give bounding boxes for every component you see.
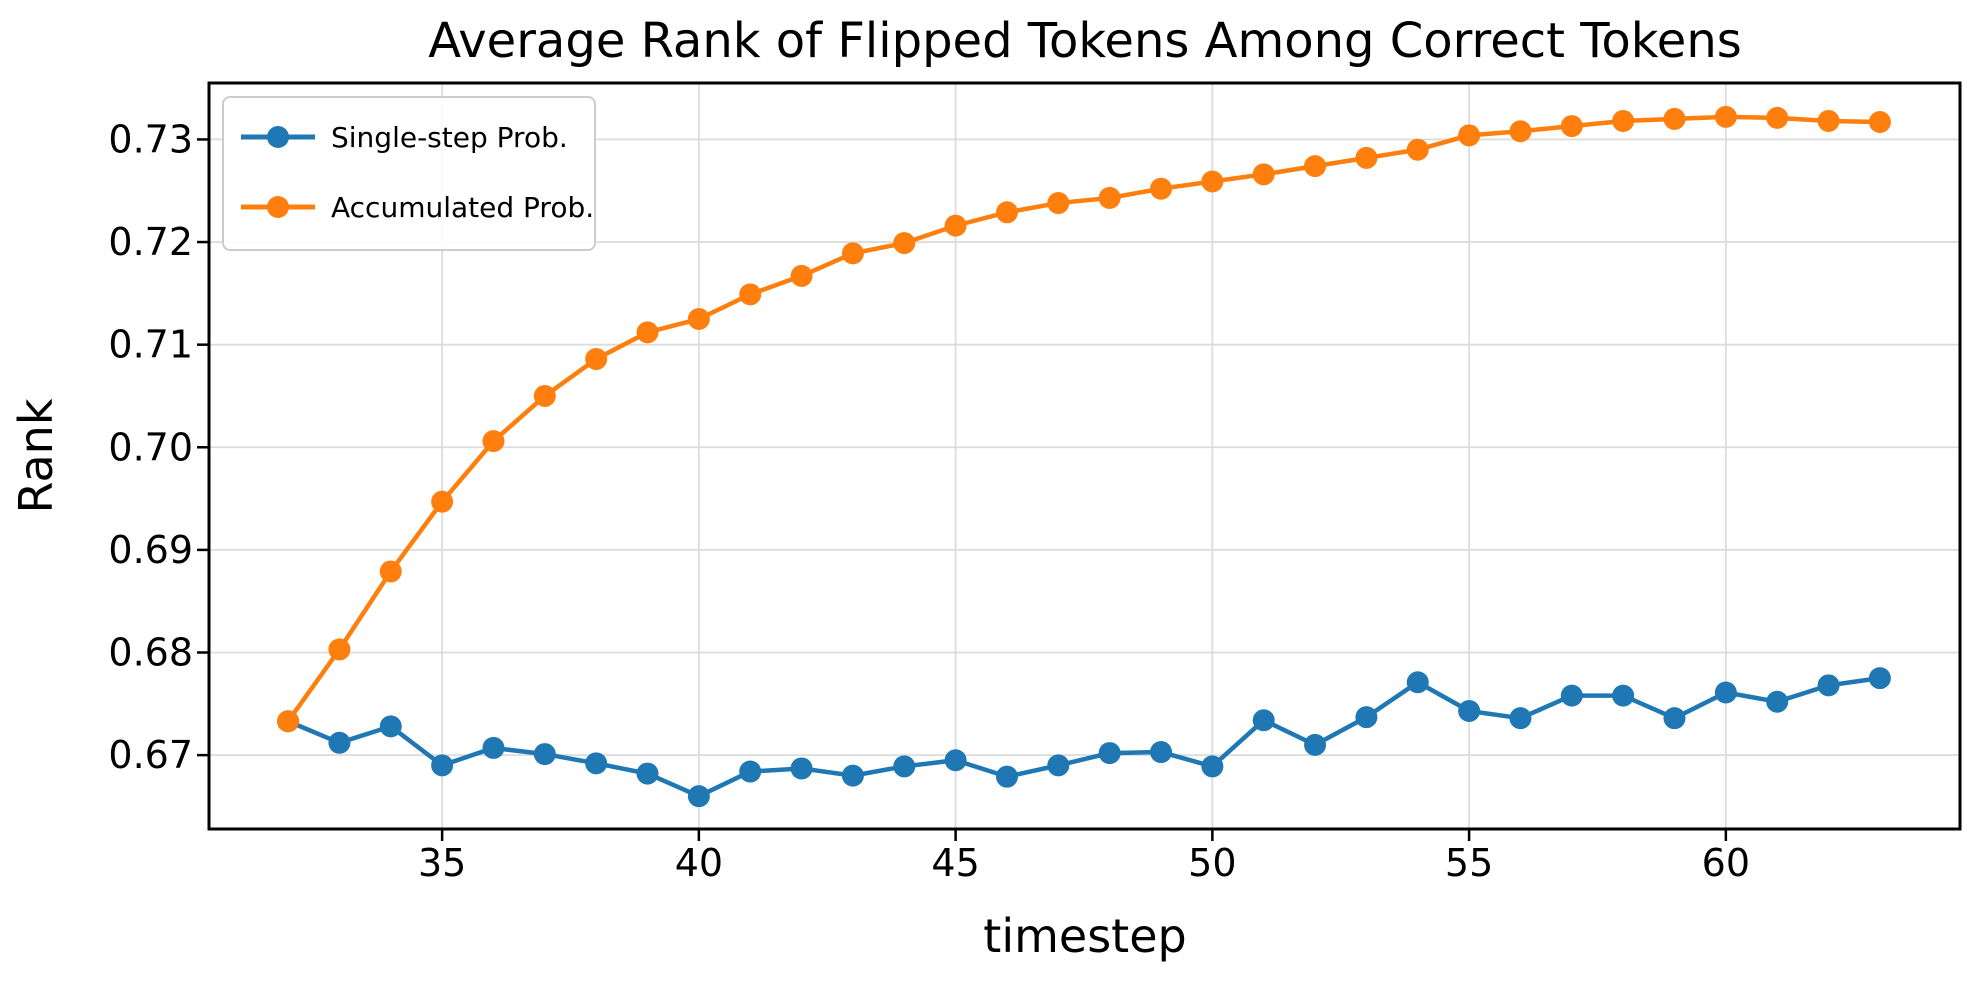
data-point-marker: [1304, 155, 1327, 178]
data-point-marker: [1560, 684, 1583, 707]
data-point-marker: [790, 264, 813, 287]
x-tick-label: 35: [418, 841, 466, 885]
x-tick-label: 40: [675, 841, 723, 885]
y-tick-label: 0.70: [108, 425, 193, 469]
data-point-marker: [841, 242, 864, 265]
data-point-marker: [1458, 124, 1481, 147]
data-point-marker: [1509, 120, 1532, 143]
data-point-marker: [1714, 105, 1737, 128]
series-single-step-prob-: [277, 667, 1891, 808]
data-point-marker: [995, 765, 1018, 788]
data-point-marker: [841, 764, 864, 787]
plot-border: [207, 81, 1962, 831]
data-point-marker: [893, 755, 916, 778]
data-point-marker: [328, 731, 351, 754]
x-tick-label: 55: [1445, 841, 1493, 885]
data-point-marker: [431, 754, 454, 777]
data-point-marker: [944, 214, 967, 237]
series-accumulated-prob-: [277, 105, 1891, 733]
data-point-marker: [482, 430, 505, 453]
data-point-marker: [1047, 754, 1070, 777]
data-point-marker: [995, 201, 1018, 224]
data-point-marker: [1612, 109, 1635, 132]
data-point-marker: [585, 348, 608, 371]
data-point-marker: [1868, 667, 1891, 690]
legend-entry-label: Accumulated Prob.: [331, 191, 594, 224]
legend-marker: [267, 126, 289, 148]
data-point-marker: [1355, 146, 1378, 169]
data-point-marker: [379, 715, 402, 738]
y-tick-label: 0.69: [108, 528, 193, 572]
data-point-marker: [739, 283, 762, 306]
x-tick-label: 45: [931, 841, 979, 885]
axis-ticks: [197, 138, 1728, 841]
data-point-marker: [1766, 690, 1789, 713]
data-point-marker: [1817, 109, 1840, 132]
data-point-marker: [790, 757, 813, 780]
legend-marker: [267, 196, 289, 218]
y-tick-label: 0.67: [108, 733, 193, 777]
data-point-marker: [1663, 707, 1686, 730]
x-tick-label: 50: [1188, 841, 1236, 885]
data-point-marker: [1150, 177, 1173, 200]
data-point-marker: [431, 490, 454, 513]
data-point-marker: [1355, 706, 1378, 729]
data-point-marker: [1252, 163, 1275, 186]
data-point-marker: [1817, 674, 1840, 697]
data-point-marker: [533, 743, 556, 766]
data-point-marker: [1612, 684, 1635, 707]
legend-entry-label: Single-step Prob.: [331, 121, 568, 154]
x-tick-label: 60: [1702, 841, 1750, 885]
data-point-marker: [1868, 110, 1891, 133]
data-point-marker: [277, 710, 300, 733]
legend: Single-step Prob. Accumulated Prob.: [222, 96, 596, 251]
y-tick-label: 0.71: [108, 323, 193, 367]
chart-title: Average Rank of Flipped Tokens Among Cor…: [428, 13, 1742, 69]
data-point-marker: [944, 749, 967, 772]
data-point-marker: [1150, 741, 1173, 764]
data-point-marker: [1201, 170, 1224, 193]
data-point-marker: [328, 638, 351, 661]
data-series: [277, 105, 1891, 808]
data-point-marker: [1252, 709, 1275, 732]
data-point-marker: [739, 760, 762, 783]
data-point-marker: [687, 785, 710, 808]
data-point-marker: [1714, 681, 1737, 704]
data-point-marker: [1304, 733, 1327, 756]
legend-box: [222, 96, 596, 251]
tick-labels: 35 40 45 50 55 60 0.67 0.68 0.69 0.70 0.71 0.72 0.73: [108, 117, 1750, 885]
x-axis-label: timestep: [983, 909, 1186, 963]
data-point-marker: [636, 321, 659, 344]
data-point-marker: [533, 384, 556, 407]
y-tick-label: 0.73: [108, 117, 193, 161]
data-point-marker: [1509, 707, 1532, 730]
data-point-marker: [1098, 186, 1121, 209]
data-point-marker: [1406, 671, 1429, 694]
data-point-marker: [1458, 699, 1481, 722]
y-tick-label: 0.68: [108, 631, 193, 675]
data-point-marker: [1047, 192, 1070, 215]
data-point-marker: [1560, 115, 1583, 138]
data-point-marker: [1098, 742, 1121, 765]
data-point-marker: [1766, 106, 1789, 129]
data-point-marker: [379, 560, 402, 583]
data-point-marker: [636, 762, 659, 785]
data-point-marker: [893, 232, 916, 255]
data-point-marker: [1406, 138, 1429, 161]
y-axis-label: Rank: [9, 398, 63, 513]
data-point-marker: [1663, 107, 1686, 130]
series-line: [285, 675, 1883, 799]
data-point-marker: [482, 736, 505, 759]
y-tick-label: 0.72: [108, 220, 193, 264]
data-point-marker: [1201, 755, 1224, 778]
data-point-marker: [687, 308, 710, 331]
data-point-marker: [585, 752, 608, 775]
